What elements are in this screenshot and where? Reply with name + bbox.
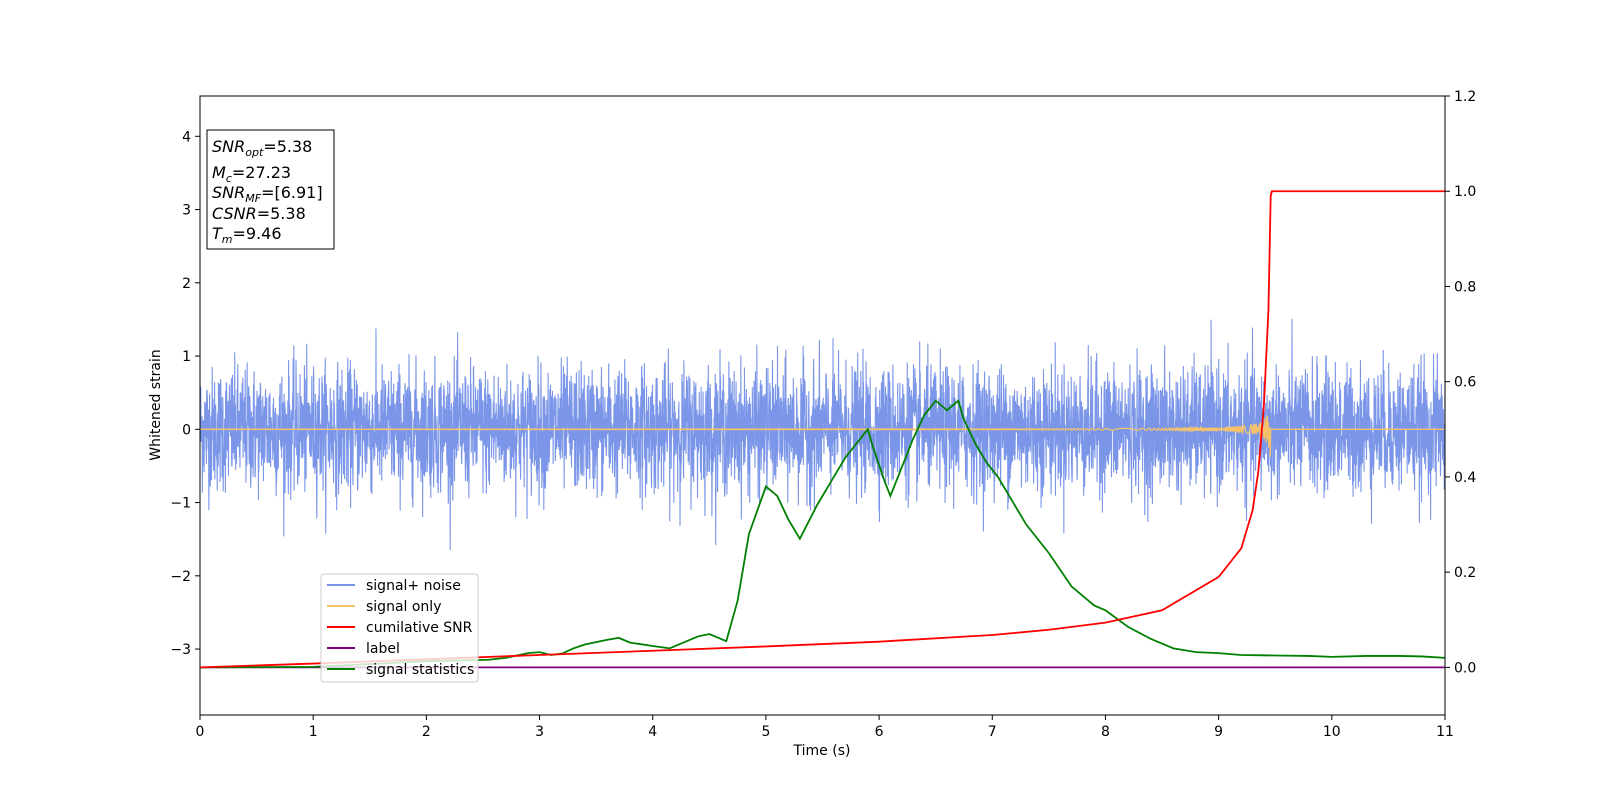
series-signal-statistics-line: [199, 399, 1446, 669]
annotation-line: Tm=9.46: [212, 224, 282, 246]
series-cumulative-snr-line: [199, 190, 1445, 669]
annotation-line: Mc=27.23: [212, 163, 291, 185]
y-left-tick-label: 4: [182, 129, 191, 145]
y-right-tick-label: 0.8: [1454, 279, 1476, 295]
y-left-tick-label: 3: [182, 203, 191, 219]
legend-label: signal statistics: [366, 662, 474, 678]
y-right-tick-label: 1.0: [1454, 184, 1476, 200]
annotation-line: SNRopt=5.38: [212, 137, 312, 159]
x-tick-label: 7: [988, 724, 997, 740]
y-left-tick-label: 2: [182, 276, 191, 292]
y-right-tick-label: 0.2: [1454, 565, 1476, 581]
x-tick-label: 4: [648, 724, 657, 740]
y-right-tick-label: 0.4: [1454, 470, 1476, 486]
series-signal-noise-line: [199, 319, 1446, 551]
legend-frame: [320, 573, 479, 683]
legend: signal+ noise signal only cumilative SNR la…: [320, 573, 479, 683]
x-tick-label: 0: [196, 724, 205, 740]
y-axis-left: −3 −2 −1 0 1 2 3 4: [170, 129, 200, 658]
y-axis-right: 0.0 0.2 0.4 0.6 0.8 1.0 1.2: [1445, 89, 1476, 676]
legend-label: signal only: [366, 599, 441, 615]
y-left-tick-label: 1: [182, 349, 191, 365]
annotation-frame: [206, 129, 335, 250]
annotation-box: SNRopt=5.38 Mc=27.23SNRMF=[6.91]CSNR=5.38…: [206, 129, 335, 250]
y-left-tick-label: −3: [170, 642, 191, 658]
series-signal-only-line: [199, 415, 1445, 457]
annotation-line: SNRMF=[6.91]: [212, 183, 323, 205]
x-tick-label: 1: [309, 724, 318, 740]
y-left-tick-label: −1: [170, 496, 191, 512]
x-tick-label: 5: [761, 724, 770, 740]
x-tick-label: 10: [1323, 724, 1341, 740]
x-tick-label: 8: [1101, 724, 1110, 740]
x-tick-label: 6: [875, 724, 884, 740]
x-axis: 0 1 2 3 4 5 6 7 8 9 10 11: [196, 715, 1454, 740]
x-tick-label: 11: [1436, 724, 1454, 740]
plot-frame: [199, 95, 1446, 716]
y-left-tick-label: −2: [170, 569, 191, 585]
x-axis-title: Time (s): [793, 743, 851, 759]
annotation-line: CSNR=5.38: [212, 204, 306, 223]
y-axis-title: Whitened strain: [148, 349, 164, 460]
x-tick-label: 9: [1214, 724, 1223, 740]
y-right-tick-label: 0.6: [1454, 375, 1476, 391]
legend-label: cumilative SNR: [366, 620, 473, 636]
legend-label: signal+ noise: [366, 578, 461, 594]
y-left-tick-label: 0: [182, 422, 191, 438]
y-right-tick-label: 1.2: [1454, 89, 1476, 105]
legend-label: label: [366, 641, 400, 657]
y-right-tick-label: 0.0: [1454, 660, 1476, 676]
x-tick-label: 3: [535, 724, 544, 740]
x-tick-label: 2: [422, 724, 431, 740]
